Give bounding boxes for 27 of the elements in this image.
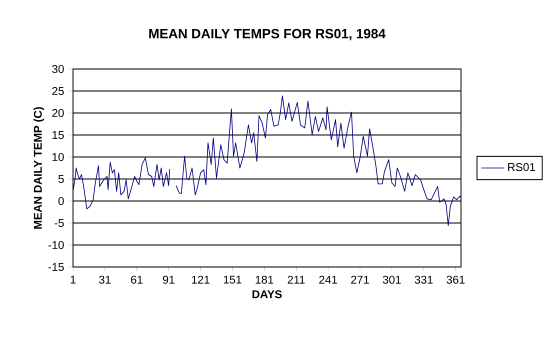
- x-tick-label: 1: [70, 276, 76, 284]
- x-tick-label: 121: [192, 276, 210, 284]
- x-tick-label: 271: [351, 276, 369, 284]
- y-axis-title: MEAN DAILY TEMP (C): [34, 107, 44, 229]
- legend-label: RS01: [508, 163, 536, 172]
- chart-title: MEAN DAILY TEMPS FOR RS01, 1984: [149, 28, 386, 40]
- x-tick-label: 181: [256, 276, 274, 284]
- x-tick-label: 241: [319, 276, 338, 284]
- x-tick-label: 331: [414, 276, 433, 284]
- x-axis-title: DAYS: [252, 290, 282, 298]
- y-tick-label: 10: [52, 153, 64, 162]
- x-tick-label: 61: [131, 276, 143, 284]
- y-tick-label: 5: [58, 175, 64, 183]
- y-tick-label: 15: [52, 131, 64, 139]
- y-tick-label: -10: [48, 240, 64, 250]
- y-tick-label: 30: [52, 65, 64, 74]
- x-tick-label: 301: [382, 276, 401, 284]
- y-tick-label: 25: [52, 87, 64, 96]
- x-tick-label: 151: [224, 276, 242, 284]
- y-tick-label: 0: [58, 197, 64, 206]
- y-tick-label: -15: [48, 263, 64, 271]
- x-tick-label: 211: [288, 276, 305, 284]
- y-tick-label: -5: [54, 219, 64, 227]
- x-tick-label: 31: [99, 276, 111, 284]
- x-tick-label: 361: [446, 276, 465, 284]
- x-tick-label: 91: [162, 276, 174, 284]
- y-tick-label: 20: [52, 109, 64, 118]
